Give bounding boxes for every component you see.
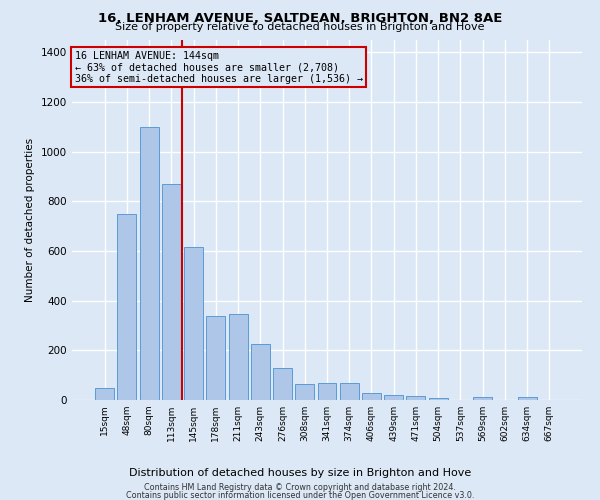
- Bar: [206, 316, 225, 400]
- Bar: [406, 396, 425, 400]
- Bar: [518, 397, 536, 400]
- Bar: [384, 394, 403, 400]
- Bar: [273, 368, 292, 400]
- Bar: [295, 384, 314, 400]
- Text: Contains HM Land Registry data © Crown copyright and database right 2024.: Contains HM Land Registry data © Crown c…: [144, 483, 456, 492]
- Bar: [118, 214, 136, 400]
- Text: 16, LENHAM AVENUE, SALTDEAN, BRIGHTON, BN2 8AE: 16, LENHAM AVENUE, SALTDEAN, BRIGHTON, B…: [98, 12, 502, 26]
- Bar: [162, 184, 181, 400]
- Bar: [229, 314, 248, 400]
- Bar: [95, 388, 114, 400]
- Text: 16 LENHAM AVENUE: 144sqm
← 63% of detached houses are smaller (2,708)
36% of sem: 16 LENHAM AVENUE: 144sqm ← 63% of detach…: [74, 51, 362, 84]
- Bar: [251, 344, 270, 400]
- Y-axis label: Number of detached properties: Number of detached properties: [25, 138, 35, 302]
- Text: Size of property relative to detached houses in Brighton and Hove: Size of property relative to detached ho…: [115, 22, 485, 32]
- Bar: [340, 382, 359, 400]
- Bar: [362, 393, 381, 400]
- Text: Distribution of detached houses by size in Brighton and Hove: Distribution of detached houses by size …: [129, 468, 471, 477]
- Bar: [140, 127, 158, 400]
- Bar: [184, 248, 203, 400]
- Text: Contains public sector information licensed under the Open Government Licence v3: Contains public sector information licen…: [126, 490, 474, 500]
- Bar: [317, 382, 337, 400]
- Bar: [473, 397, 492, 400]
- Bar: [429, 398, 448, 400]
